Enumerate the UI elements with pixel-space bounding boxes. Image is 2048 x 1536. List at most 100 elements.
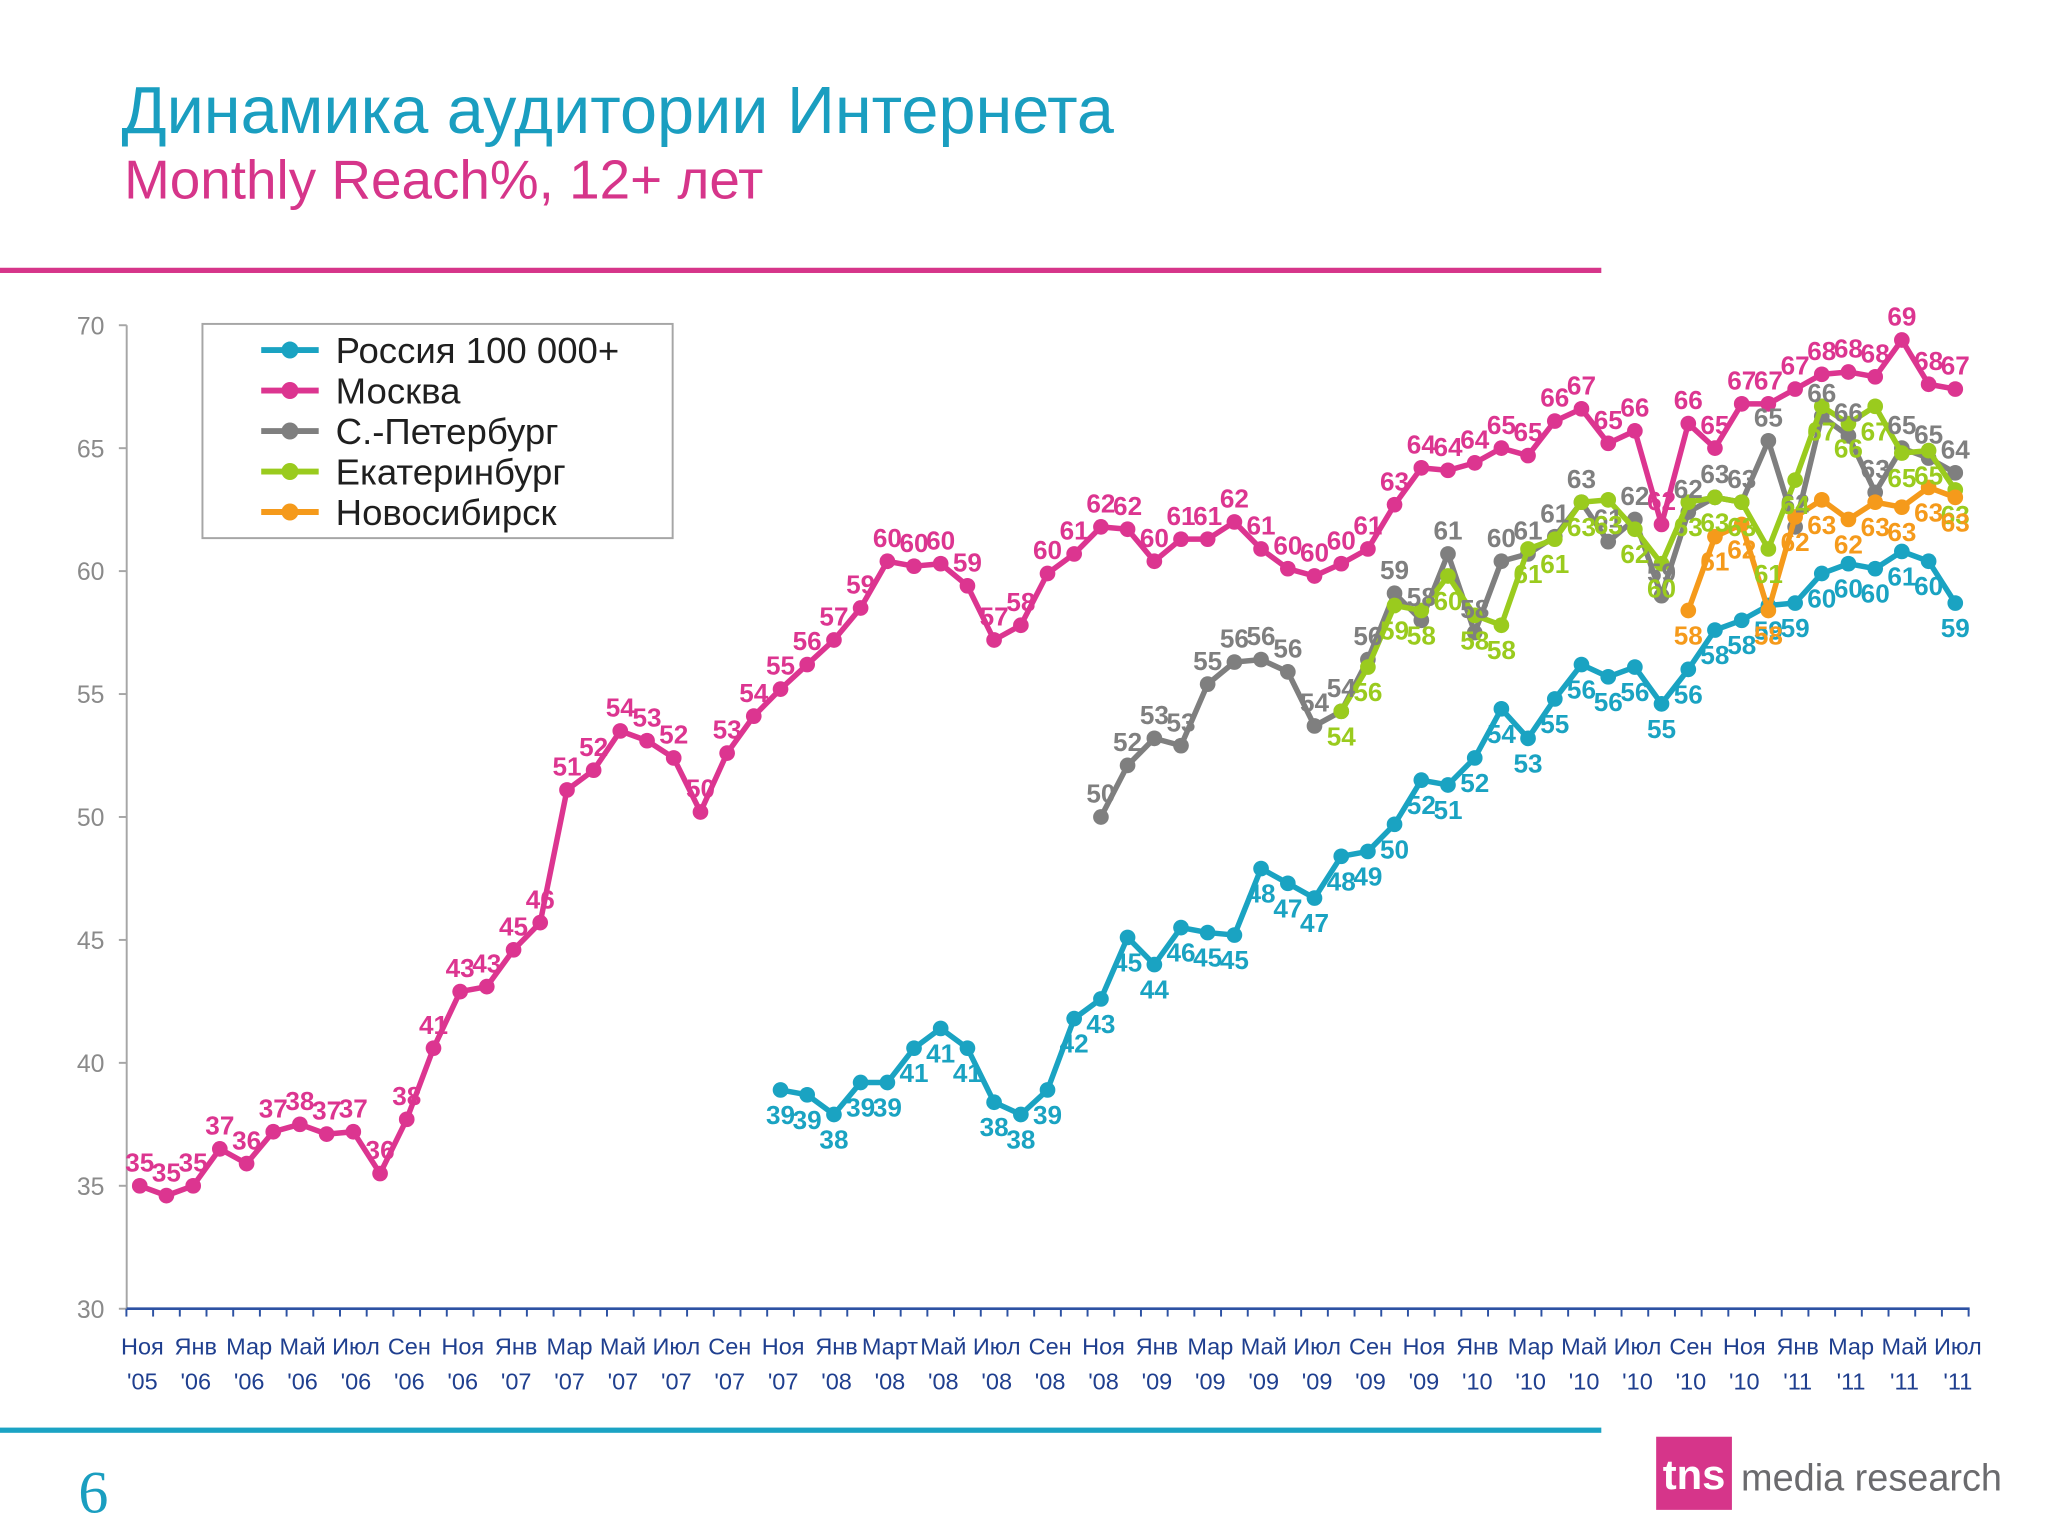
data-label-st-petersburg: 56 — [1353, 621, 1382, 651]
data-point-russia — [1440, 777, 1456, 793]
data-label-moscow: 45 — [499, 911, 528, 941]
x-tick-label-month: Июл — [973, 1333, 1021, 1359]
x-tick-label-year: '06 — [394, 1369, 425, 1395]
data-label-moscow: 68 — [1834, 334, 1863, 364]
data-label-moscow: 60 — [1327, 525, 1356, 555]
data-label-moscow: 65 — [1487, 410, 1516, 440]
data-point-moscow — [1680, 415, 1697, 432]
data-label-moscow: 63 — [1380, 466, 1409, 496]
legend-swatch-marker — [281, 463, 299, 480]
data-label-moscow: 68 — [1861, 338, 1890, 368]
data-label-russia: 38 — [980, 1112, 1009, 1142]
data-point-yekaterinburg — [1546, 531, 1563, 548]
data-point-moscow — [318, 1126, 335, 1142]
x-tick-label-year: '06 — [287, 1369, 318, 1395]
x-tick-label-month: Мар — [1187, 1333, 1233, 1359]
x-tick-label-year: '11 — [1943, 1369, 1972, 1395]
data-point-russia — [959, 1040, 976, 1056]
data-label-russia: 59 — [1941, 613, 1970, 643]
data-point-moscow — [345, 1123, 362, 1140]
data-label-novosibirsk: 63 — [1807, 510, 1836, 540]
x-tick-label-month: Янв — [815, 1333, 857, 1359]
data-label-yekaterinburg: 66 — [1834, 434, 1863, 464]
data-label-russia: 52 — [1407, 790, 1436, 820]
data-label-st-petersburg: 55 — [1193, 646, 1222, 676]
x-tick-label-year: '07 — [714, 1369, 745, 1395]
data-label-st-petersburg: 61 — [1514, 516, 1543, 546]
data-label-moscow: 64 — [1460, 425, 1490, 455]
data-label-yekaterinburg: 63 — [1674, 512, 1703, 542]
data-point-st-petersburg — [1119, 757, 1136, 774]
data-point-russia — [1653, 696, 1670, 712]
data-point-russia — [799, 1086, 816, 1103]
data-label-novosibirsk: 62 — [1781, 527, 1810, 557]
x-tick-label-year: '09 — [1409, 1369, 1440, 1395]
data-label-st-petersburg: 61 — [1594, 503, 1623, 533]
data-label-russia: 48 — [1327, 866, 1356, 896]
data-label-russia: 60 — [1914, 571, 1943, 601]
data-label-moscow: 41 — [419, 1010, 448, 1040]
data-label-st-petersburg: 63 — [1567, 464, 1596, 494]
chart-legend: Россия 100 000+ Москва С.-Петербург Екат… — [201, 322, 674, 540]
data-point-moscow — [1760, 396, 1777, 412]
data-label-moscow: 62 — [1113, 491, 1142, 521]
data-label-yekaterinburg: 58 — [1407, 620, 1436, 650]
data-label-russia: 59 — [1781, 613, 1810, 643]
data-label-st-petersburg: 58 — [1460, 594, 1489, 624]
data-point-moscow — [959, 577, 976, 594]
data-label-yekaterinburg: 58 — [1460, 625, 1489, 655]
data-point-st-petersburg — [1093, 809, 1109, 825]
x-tick-label-month: Янв — [1776, 1333, 1818, 1359]
tns-media-research-logo: tns media research — [1656, 1436, 2002, 1510]
data-point-moscow — [1173, 531, 1189, 548]
legend-item-novosibirsk: Новосибирск — [261, 492, 557, 533]
data-point-russia — [1813, 565, 1830, 582]
x-tick-label-month: Ноя — [121, 1333, 164, 1359]
chart-plot-area — [131, 332, 1964, 1204]
data-point-moscow — [1199, 531, 1216, 548]
data-label-moscow: 38 — [392, 1081, 421, 1111]
y-tick-label: 60 — [77, 559, 105, 586]
data-label-st-petersburg: 63 — [1700, 459, 1729, 489]
data-label-yekaterinburg: 58 — [1487, 635, 1516, 665]
data-point-moscow — [1093, 519, 1109, 535]
x-tick-label-year: '05 — [127, 1369, 158, 1395]
data-point-moscow — [1226, 514, 1243, 530]
data-point-moscow — [372, 1165, 388, 1182]
legend-item-st-petersburg: С.-Петербург — [261, 411, 559, 452]
legend-swatch-marker — [281, 503, 299, 521]
data-point-moscow — [1920, 376, 1937, 393]
data-point-moscow — [639, 732, 655, 749]
data-label-russia: 48 — [1247, 879, 1276, 909]
data-point-yekaterinburg — [1573, 494, 1590, 511]
y-tick-label: 65 — [77, 436, 105, 463]
data-label-russia: 46 — [1166, 938, 1195, 968]
data-point-yekaterinburg — [1333, 703, 1350, 720]
data-point-russia — [1787, 595, 1803, 611]
data-point-st-petersburg — [1226, 654, 1243, 670]
data-point-russia — [852, 1074, 869, 1091]
data-point-russia — [1733, 612, 1750, 629]
data-label-st-petersburg: 65 — [1754, 402, 1783, 432]
data-point-yekaterinburg — [1386, 597, 1403, 614]
data-label-yekaterinburg: 63 — [1567, 512, 1596, 542]
data-point-russia — [1386, 816, 1403, 833]
slide-title: Динамика аудитории Интернета — [121, 74, 1114, 148]
data-label-moscow: 64 — [1433, 432, 1463, 462]
data-point-moscow — [185, 1177, 202, 1194]
data-point-moscow — [1039, 565, 1056, 582]
data-label-russia: 47 — [1273, 893, 1302, 923]
data-point-yekaterinburg — [1680, 494, 1697, 511]
data-label-russia: 42 — [1060, 1029, 1089, 1059]
data-point-yekaterinburg — [1440, 568, 1456, 584]
data-label-moscow: 66 — [1540, 383, 1569, 413]
x-tick-label-month: Июл — [1614, 1333, 1662, 1359]
data-point-moscow — [211, 1141, 228, 1157]
data-label-russia: 56 — [1620, 677, 1649, 707]
data-point-st-petersburg — [1199, 676, 1216, 692]
data-label-moscow: 60 — [1140, 523, 1169, 553]
data-label-novosibirsk: 58 — [1674, 620, 1703, 650]
data-label-moscow: 68 — [1914, 346, 1943, 376]
x-tick-label-month: Март — [862, 1333, 918, 1359]
